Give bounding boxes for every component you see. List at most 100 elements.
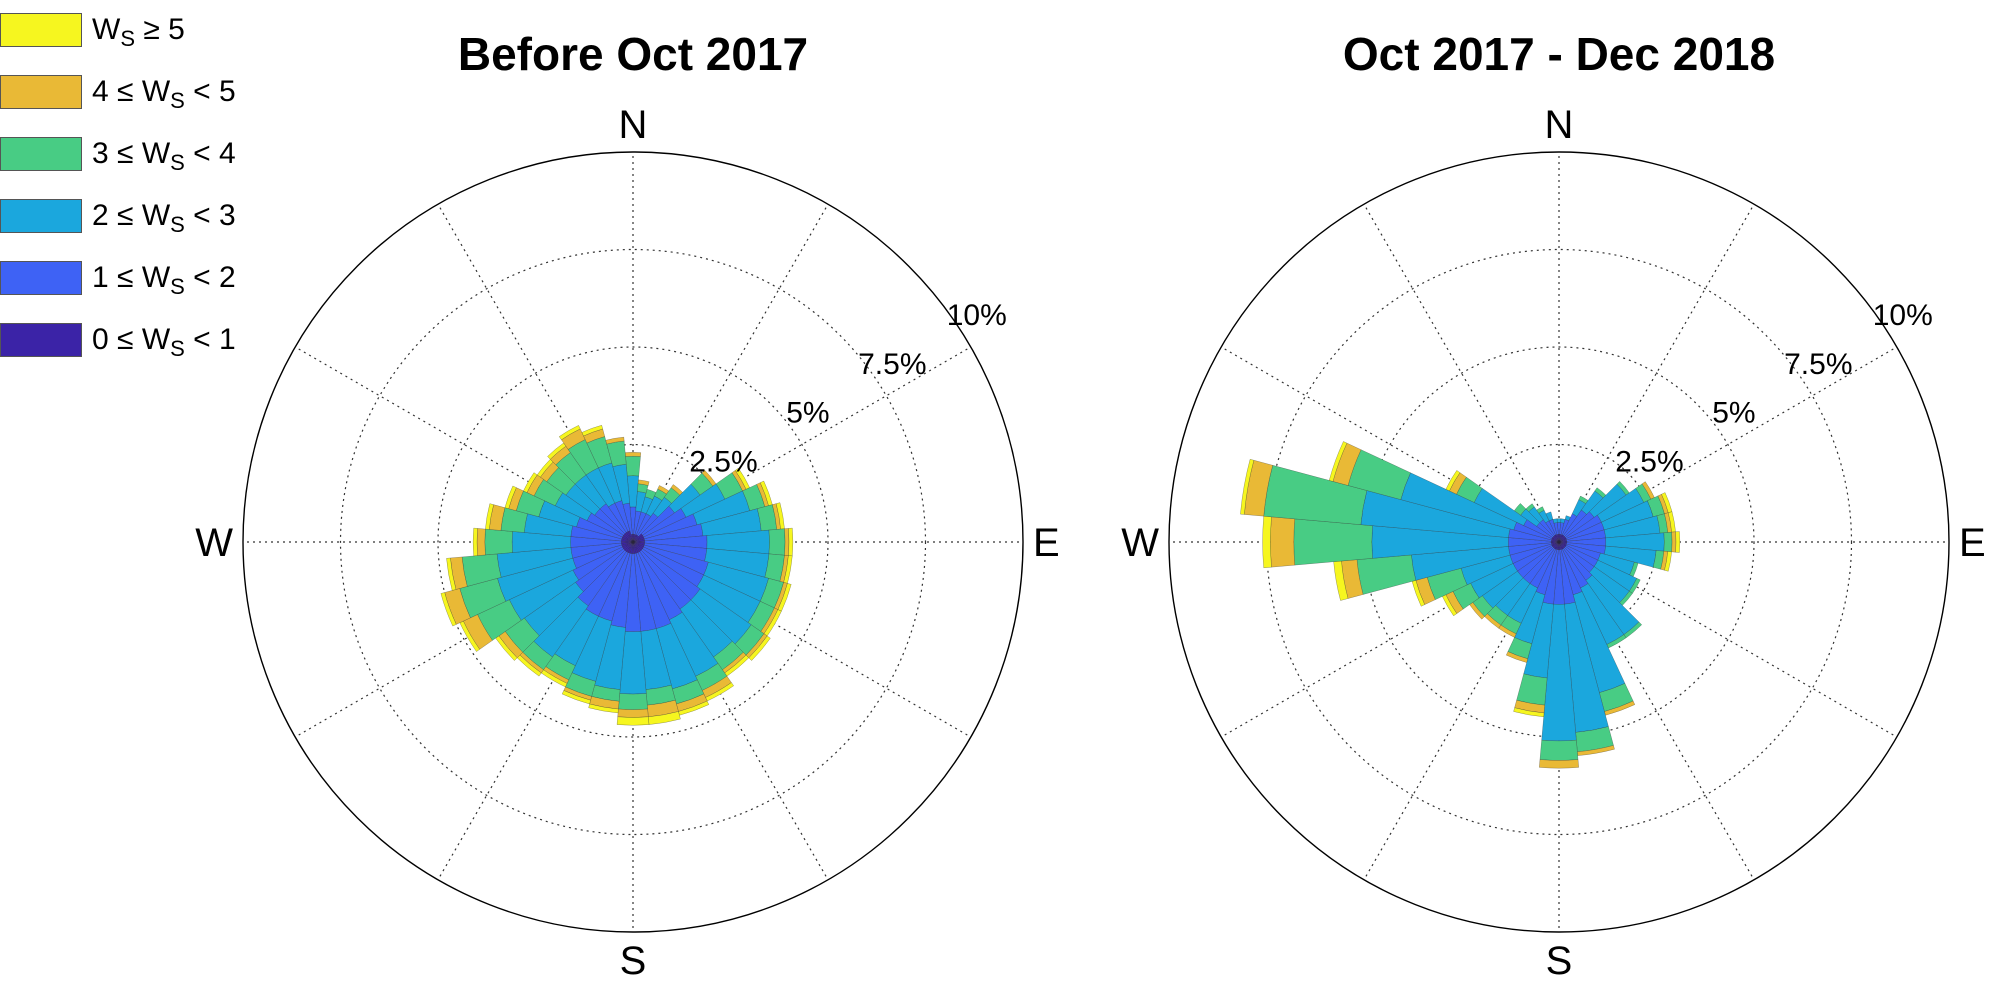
sector-bin (1505, 651, 1528, 663)
ring-label: 2.5% (689, 445, 757, 478)
sector-bin (768, 528, 786, 556)
sector-bin (1328, 441, 1348, 482)
sector-bin (1556, 518, 1562, 523)
sector-bin (617, 708, 649, 718)
sector-bin (1240, 458, 1255, 515)
sector-bin (440, 592, 457, 627)
windrose-1: Before Oct 2017 2.5% 5% 7.5% 10% N E S W (195, 28, 1059, 983)
sector-bin (561, 690, 591, 705)
legend-label: 0 ≤ WS < 1 (92, 323, 236, 361)
legend-label: WS ≥ 5 (92, 13, 185, 51)
compass-label: N (619, 103, 648, 147)
grid-spoke (1558, 203, 1755, 543)
sector-bin (588, 703, 619, 714)
sector-bin (1675, 531, 1681, 553)
compass-label: N (1545, 103, 1574, 147)
sector-bin (748, 635, 771, 661)
compass-label: S (620, 939, 647, 983)
ring-label: 10% (1873, 299, 1933, 332)
outer-ring (242, 151, 1024, 933)
compass-label: W (1121, 521, 1159, 565)
sector-bin (1513, 707, 1545, 718)
grid-spoke (294, 346, 634, 543)
sector-bin (1539, 759, 1579, 769)
sector-bin (523, 472, 538, 493)
legend-item: 3 ≤ WS < 4 (0, 130, 290, 178)
sector-bin (1539, 739, 1579, 761)
chart-title: Oct 2017 - Dec 2018 (1343, 28, 1775, 80)
sector-bin (618, 693, 648, 710)
grid-spoke (1363, 203, 1560, 543)
grid-spoke (437, 203, 634, 543)
legend-item: 2 ≤ WS < 3 (0, 192, 290, 240)
ring-label: 7.5% (858, 348, 926, 381)
grid-spoke (632, 346, 972, 543)
ring-label: 2.5% (1615, 445, 1683, 478)
legend-swatch (0, 137, 82, 171)
sector-bin (558, 425, 581, 441)
legend-swatch (0, 261, 82, 295)
sector-bin (1671, 531, 1677, 553)
legend-label: 3 ≤ WS < 4 (92, 137, 236, 175)
grid-spoke (1558, 541, 1898, 738)
grid-spoke (632, 203, 829, 543)
sector-bin (1525, 503, 1535, 512)
grid-spoke (1220, 346, 1560, 543)
legend-item: 0 ≤ WS < 1 (0, 316, 290, 364)
sector-bin (446, 557, 457, 591)
sector-bin (625, 455, 641, 477)
sector-bin (784, 528, 790, 556)
compass-label: E (1959, 521, 1986, 565)
legend-item: 4 ≤ WS < 5 (0, 68, 290, 116)
grid-spoke (294, 541, 634, 738)
ring-label: 5% (786, 397, 829, 430)
legend-label: 4 ≤ WS < 5 (92, 75, 236, 113)
legend-swatch (0, 75, 82, 109)
sector-bin (616, 716, 650, 726)
sector-bin (504, 485, 517, 509)
legend-swatch (0, 323, 82, 357)
grid-spoke (632, 541, 972, 738)
sector-bin (605, 436, 625, 445)
grid-spoke (1220, 541, 1560, 738)
legend-swatch (0, 13, 82, 47)
legend-label: 1 ≤ WS < 2 (92, 261, 236, 299)
sector-bin (1664, 551, 1672, 572)
sector-bin (1356, 554, 1417, 595)
sector-bin (581, 424, 603, 437)
sector-bin (1545, 511, 1554, 522)
sector-bin (1516, 673, 1548, 706)
sector-bin (484, 528, 513, 556)
sector-bin (1552, 518, 1558, 524)
legend-label: 2 ≤ WS < 3 (92, 199, 236, 237)
sector-bin (1663, 531, 1673, 553)
grid-spoke (632, 541, 829, 881)
outer-ring (1168, 151, 1950, 933)
grid-spoke (1558, 541, 1755, 881)
sector-bin (1513, 503, 1527, 516)
ring-label: 5% (1712, 397, 1755, 430)
sector-bin (1445, 470, 1461, 492)
legend-item: WS ≥ 5 (0, 6, 290, 54)
sector-bin (476, 528, 486, 556)
compass-label: W (195, 521, 233, 565)
chart-title: Before Oct 2017 (458, 28, 808, 80)
grid-spoke (1558, 346, 1898, 543)
sector-bin (637, 479, 650, 486)
sector-bin (1536, 506, 1545, 514)
compass-label: S (1546, 939, 1573, 983)
sector-bin (472, 527, 478, 557)
compass-label: E (1033, 521, 1060, 565)
sector-bin (788, 527, 794, 557)
sector-bin (485, 503, 494, 530)
windrose-2: Oct 2017 - Dec 2018 2.5% 5% 7.5% 10% N E S W (1121, 28, 1985, 983)
sector-bin (1293, 518, 1373, 566)
ring-label: 10% (947, 299, 1007, 332)
sector-bin (1270, 516, 1296, 568)
grid-spoke (1363, 541, 1560, 881)
grid-ring (339, 248, 927, 836)
sector-bin (624, 452, 642, 457)
grid-spoke (437, 541, 634, 881)
grid-ring (437, 346, 829, 738)
